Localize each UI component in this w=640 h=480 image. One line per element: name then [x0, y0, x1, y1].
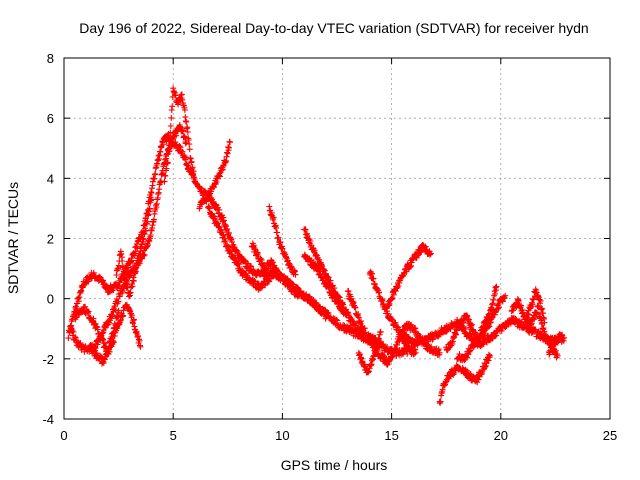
y-axis-title: SDTVAR / TECUs — [5, 182, 21, 294]
series-arc-e — [113, 196, 155, 300]
series-arc-w — [524, 286, 548, 326]
marker-points — [113, 196, 155, 300]
y-tick-label: 8 — [47, 51, 54, 66]
series-arc-q — [414, 242, 434, 259]
marker-points — [443, 292, 509, 354]
x-tick-label: 25 — [603, 428, 617, 443]
series-arc-a — [65, 131, 330, 342]
series-arc-d — [87, 307, 122, 367]
y-tick-label: 6 — [47, 111, 54, 126]
series-arc-x — [545, 331, 565, 358]
series-arc-f — [161, 85, 198, 185]
data-points — [65, 85, 568, 407]
series-arc-c — [71, 301, 144, 357]
series-arc-n — [355, 328, 384, 376]
marker-points — [161, 85, 198, 185]
y-tick-label: 2 — [47, 232, 54, 247]
x-tick-label: 5 — [170, 428, 177, 443]
marker-points — [524, 286, 548, 326]
marker-points — [196, 138, 233, 212]
y-tick-label: -4 — [42, 412, 54, 427]
series-arc-l — [301, 251, 347, 317]
marker-points — [71, 301, 144, 357]
marker-points — [436, 351, 493, 407]
series-arc-j — [266, 203, 299, 278]
marker-points — [414, 242, 434, 259]
y-tick-label: -2 — [42, 352, 54, 367]
grid — [64, 58, 610, 419]
y-tick-label: 0 — [47, 292, 54, 307]
series-arc-p — [384, 247, 423, 311]
x-tick-label: 0 — [60, 428, 67, 443]
chart-title: Day 196 of 2022, Sidereal Day-to-day VTE… — [79, 20, 588, 36]
series-arc-h — [205, 203, 279, 293]
series-arc-g — [196, 138, 233, 212]
x-tick-label: 15 — [384, 428, 398, 443]
marker-points — [87, 307, 122, 367]
axis-ticks: 0 5 10 15 20 25 -4 -2 0 2 4 6 8 — [42, 51, 617, 443]
series-arc-s — [436, 351, 493, 407]
marker-points — [454, 283, 500, 364]
marker-points — [384, 247, 423, 311]
series-arc-t — [443, 292, 509, 354]
marker-points — [355, 328, 384, 376]
marker-points — [65, 131, 330, 342]
x-tick-label: 10 — [275, 428, 289, 443]
series-arc-u — [454, 283, 500, 364]
marker-points — [301, 251, 347, 317]
x-tick-label: 20 — [494, 428, 508, 443]
marker-points — [205, 203, 279, 293]
marker-points — [545, 331, 565, 358]
y-tick-label: 4 — [47, 171, 54, 186]
marker-points — [266, 203, 299, 278]
x-axis-title: GPS time / hours — [281, 457, 388, 473]
